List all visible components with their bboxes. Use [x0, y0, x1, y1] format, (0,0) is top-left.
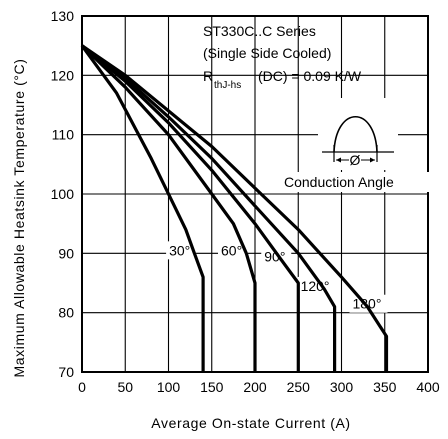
series-curve: [80, 44, 257, 372]
rth-symbol: R: [203, 68, 213, 84]
inset-label: Conduction Angle: [284, 174, 394, 190]
x-axis-title: Average On-state Current (A): [151, 415, 350, 431]
series-label-background: [166, 241, 197, 260]
inset-arrowhead-right: [370, 157, 375, 163]
x-tick-label: 200: [243, 379, 267, 395]
y-tick-label: 70: [58, 364, 74, 380]
inset-half-sine: [333, 115, 378, 153]
series-label: 120°: [301, 278, 330, 294]
x-tick-label: 400: [416, 379, 440, 395]
inset-arrowhead-left: [336, 157, 341, 163]
series-curve: [81, 44, 389, 372]
x-tick-label: 0: [78, 379, 86, 395]
series-label: 60°: [221, 242, 242, 258]
x-tick-label: 150: [200, 379, 224, 395]
series-label: 30°: [169, 242, 190, 258]
rth-subscript: thJ-hs: [214, 80, 241, 91]
inset-symbol-background: [349, 154, 361, 166]
x-tick-label: 300: [330, 379, 354, 395]
x-tick-label: 350: [373, 379, 397, 395]
series-label: 90°: [264, 248, 285, 264]
series-label-background: [218, 241, 248, 260]
y-tick-label: 110: [52, 127, 75, 143]
curve-layer: [80, 44, 389, 372]
inset-angle-symbol: Ø: [350, 152, 361, 168]
series-title-note: ST330C..C Series: [203, 23, 316, 39]
y-tick-label: 130: [51, 8, 75, 24]
y-tick-label: 120: [51, 67, 75, 83]
plot-frame: [81, 15, 429, 373]
y-axis-title: Maximum Allowable Heatsink Temperature (…: [11, 58, 27, 377]
series-label: 180°: [352, 296, 381, 312]
y-tick-label: 90: [58, 245, 74, 261]
series-curve: [80, 44, 300, 372]
series-curve: [80, 44, 205, 372]
series-curve: [81, 44, 337, 372]
cooling-note: (Single Side Cooled): [203, 45, 331, 61]
x-tick-label: 50: [117, 379, 133, 395]
y-tick-label: 100: [51, 186, 75, 202]
tick-label-layer: 0 50 100 150 200 250 300 350 400 70 80 90 100 110 120 1…: [51, 8, 440, 395]
conduction-angle-inset: Ø: [318, 98, 398, 170]
x-tick-label: 250: [287, 379, 311, 395]
rth-value: (DC) = 0.09 K/W: [258, 68, 362, 84]
y-tick-label: 80: [58, 305, 74, 321]
inset-label-background: [282, 172, 432, 192]
x-tick-label: 100: [157, 379, 181, 395]
